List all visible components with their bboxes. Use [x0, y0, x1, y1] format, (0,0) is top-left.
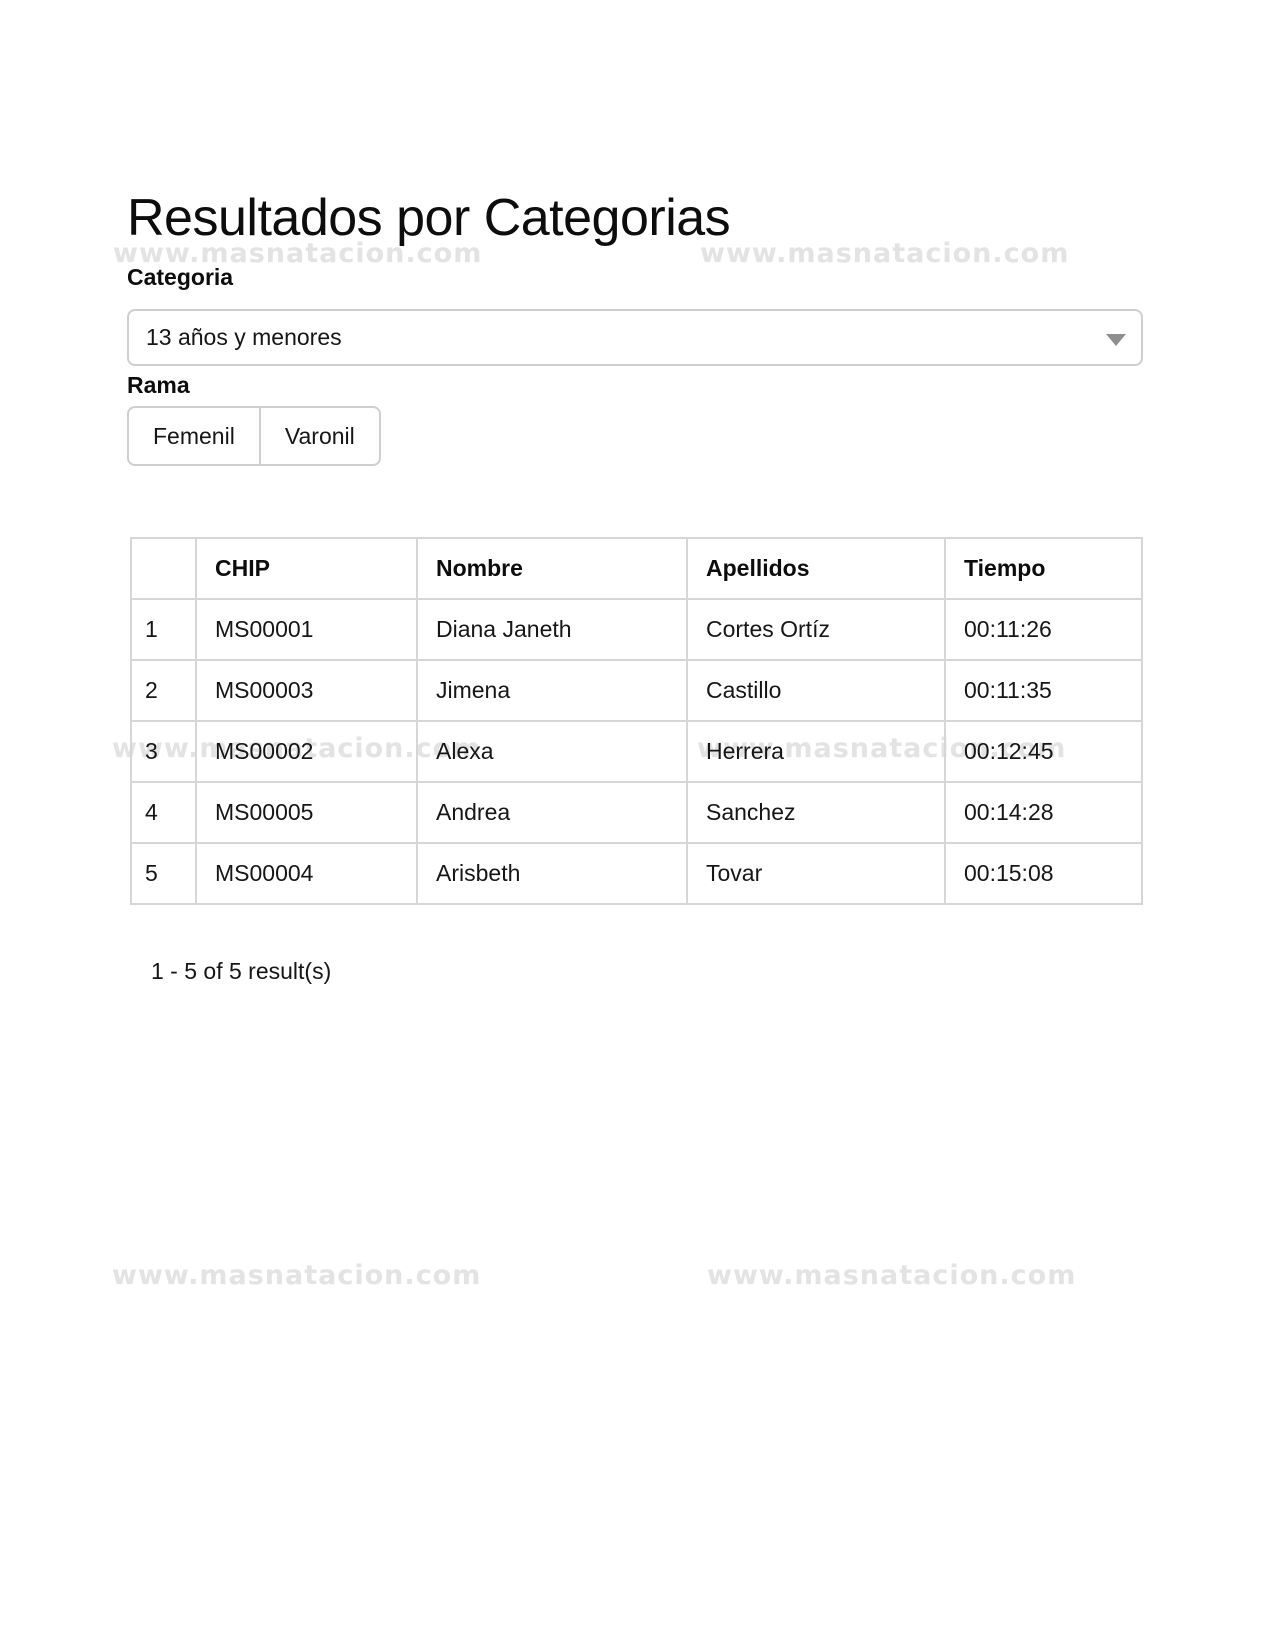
- cell-nombre: Alexa: [416, 720, 688, 783]
- cell-tiempo: 00:11:26: [944, 598, 1143, 661]
- column-header-tiempo: Tiempo: [944, 537, 1143, 600]
- categoria-select-value: 13 años y menores: [146, 324, 342, 350]
- watermark: www.masnatacion.com: [113, 238, 483, 269]
- column-header-chip: CHIP: [195, 537, 418, 600]
- rama-label: Rama: [127, 372, 190, 398]
- cell-apellidos: Sanchez: [686, 781, 946, 844]
- watermark: www.masnatacion.com: [707, 1260, 1077, 1291]
- cell-nombre: Jimena: [416, 659, 688, 722]
- cell-chip: MS00004: [195, 842, 418, 905]
- results-table: CHIP Nombre Apellidos Tiempo 1 MS00001 D…: [130, 537, 1143, 905]
- cell-apellidos: Castillo: [686, 659, 946, 722]
- cell-chip: MS00001: [195, 598, 418, 661]
- rama-button-femenil[interactable]: Femenil: [129, 408, 259, 464]
- cell-nombre: Diana Janeth: [416, 598, 688, 661]
- rama-button-varonil[interactable]: Varonil: [258, 408, 379, 464]
- cell-position: 5: [130, 842, 197, 905]
- cell-chip: MS00002: [195, 720, 418, 783]
- column-header-apellidos: Apellidos: [686, 537, 946, 600]
- results-summary: 1 - 5 of 5 result(s): [151, 958, 332, 984]
- cell-apellidos: Cortes Ortíz: [686, 598, 946, 661]
- cell-tiempo: 00:15:08: [944, 842, 1143, 905]
- chevron-down-icon: [1106, 334, 1126, 346]
- cell-nombre: Andrea: [416, 781, 688, 844]
- rama-button-group: Femenil Varonil: [127, 406, 381, 466]
- cell-tiempo: 00:14:28: [944, 781, 1143, 844]
- watermark: www.masnatacion.com: [112, 1260, 482, 1291]
- cell-position: 4: [130, 781, 197, 844]
- table-row: 4 MS00005 Andrea Sanchez 00:14:28: [130, 781, 1143, 844]
- cell-tiempo: 00:12:45: [944, 720, 1143, 783]
- table-row: 1 MS00001 Diana Janeth Cortes Ortíz 00:1…: [130, 598, 1143, 661]
- table-row: 5 MS00004 Arisbeth Tovar 00:15:08: [130, 842, 1143, 905]
- cell-tiempo: 00:11:35: [944, 659, 1143, 722]
- categoria-label: Categoria: [127, 264, 234, 290]
- column-header-nombre: Nombre: [416, 537, 688, 600]
- cell-apellidos: Tovar: [686, 842, 946, 905]
- cell-chip: MS00003: [195, 659, 418, 722]
- column-header-position: [130, 537, 197, 600]
- categoria-select[interactable]: 13 años y menores: [127, 309, 1143, 366]
- table-row: 2 MS00003 Jimena Castillo 00:11:35: [130, 659, 1143, 722]
- cell-chip: MS00005: [195, 781, 418, 844]
- table-row: 3 MS00002 Alexa Herrera 00:12:45: [130, 720, 1143, 783]
- cell-apellidos: Herrera: [686, 720, 946, 783]
- watermark: www.masnatacion.com: [700, 238, 1070, 269]
- cell-nombre: Arisbeth: [416, 842, 688, 905]
- cell-position: 2: [130, 659, 197, 722]
- cell-position: 1: [130, 598, 197, 661]
- cell-position: 3: [130, 720, 197, 783]
- page-title: Resultados por Categorias: [127, 189, 731, 247]
- table-header-row: CHIP Nombre Apellidos Tiempo: [130, 537, 1143, 600]
